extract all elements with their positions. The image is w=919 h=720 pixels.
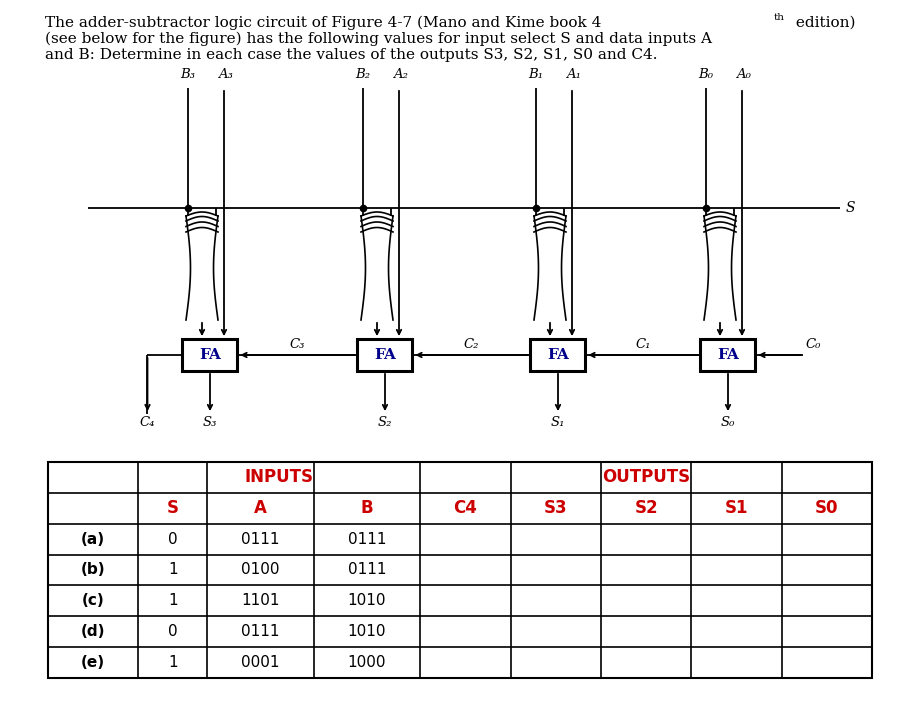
Text: C4: C4 [453,499,477,517]
Text: A₃: A₃ [219,68,233,81]
Text: (see below for the figure) has the following values for input select S and data : (see below for the figure) has the follo… [45,32,711,46]
Text: A₁: A₁ [566,68,581,81]
Text: (e): (e) [81,655,105,670]
Text: th: th [773,13,784,22]
Text: A: A [254,499,267,517]
Text: C₄: C₄ [140,415,155,428]
Text: 0111: 0111 [241,531,279,546]
Bar [699,339,754,371]
Bar [182,339,237,371]
Text: 1010: 1010 [347,624,386,639]
Text: 1101: 1101 [241,593,279,608]
Text: S₃: S₃ [202,415,217,428]
Text: 0111: 0111 [241,624,279,639]
Text: B₁: B₁ [528,68,543,81]
Text: OUTPUTS: OUTPUTS [601,469,689,487]
Text: S₀: S₀ [720,415,734,428]
Text: S: S [845,201,854,215]
Text: S₂: S₂ [378,415,391,428]
Text: A₀: A₀ [736,68,751,81]
Text: B₃: B₃ [180,68,196,81]
Text: B₀: B₀ [698,68,713,81]
Text: (c): (c) [82,593,105,608]
Text: The adder-subtractor logic circuit of Figure 4-7 (Mano and Kime book 4: The adder-subtractor logic circuit of Fi… [45,16,601,30]
Text: C₂: C₂ [463,338,479,351]
Text: 0111: 0111 [347,531,386,546]
Text: and B: Determine in each case the values of the outputs S3, S2, S1, S0 and C4.: and B: Determine in each case the values… [45,48,657,62]
Text: 0: 0 [168,624,177,639]
Text: 1: 1 [168,562,177,577]
Bar [357,339,412,371]
Text: (a): (a) [81,531,105,546]
Text: C₀: C₀ [805,338,820,351]
Text: (d): (d) [81,624,106,639]
Text: (b): (b) [81,562,106,577]
Text: INPUTS: INPUTS [244,469,313,487]
Text: 0111: 0111 [347,562,386,577]
Text: 1: 1 [168,655,177,670]
Text: FA: FA [716,348,738,362]
Text: 1010: 1010 [347,593,386,608]
Text: S1: S1 [724,499,747,517]
Text: S₁: S₁ [550,415,564,428]
Text: S3: S3 [543,499,567,517]
Text: 0: 0 [168,531,177,546]
Text: FA: FA [199,348,221,362]
Text: FA: FA [374,348,395,362]
Text: B: B [360,499,373,517]
Text: 1: 1 [168,593,177,608]
Text: FA: FA [547,348,568,362]
Text: 0001: 0001 [241,655,279,670]
Bar [48,462,871,678]
Text: S2: S2 [633,499,657,517]
Text: S: S [166,499,178,517]
Bar [530,339,584,371]
Text: B₂: B₂ [355,68,370,81]
Text: 0100: 0100 [241,562,279,577]
Text: edition): edition) [790,16,855,30]
Text: A₂: A₂ [393,68,408,81]
Text: 1000: 1000 [347,655,386,670]
Text: S0: S0 [814,499,837,517]
Text: C₃: C₃ [289,338,305,351]
Text: C₁: C₁ [634,338,650,351]
